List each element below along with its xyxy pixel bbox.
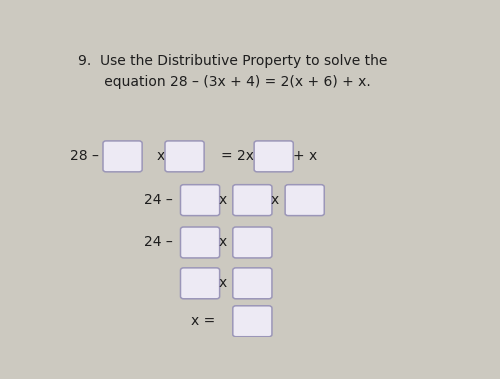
Text: x =: x = bbox=[192, 314, 216, 328]
Text: + x: + x bbox=[292, 149, 317, 163]
FancyBboxPatch shape bbox=[180, 185, 220, 216]
FancyBboxPatch shape bbox=[233, 268, 272, 299]
Text: x =: x = bbox=[218, 276, 243, 290]
FancyBboxPatch shape bbox=[233, 306, 272, 337]
FancyBboxPatch shape bbox=[180, 268, 220, 299]
Text: 24 –: 24 – bbox=[144, 235, 173, 249]
Text: = 2x +: = 2x + bbox=[220, 149, 270, 163]
FancyBboxPatch shape bbox=[233, 227, 272, 258]
Text: equation 28 – (3x + 4) = 2(x + 6) + x.: equation 28 – (3x + 4) = 2(x + 6) + x. bbox=[78, 75, 371, 89]
FancyBboxPatch shape bbox=[285, 185, 325, 216]
FancyBboxPatch shape bbox=[254, 141, 294, 172]
Text: x =: x = bbox=[218, 235, 243, 249]
FancyBboxPatch shape bbox=[165, 141, 204, 172]
Text: x =: x = bbox=[218, 193, 243, 207]
Text: x –: x – bbox=[158, 149, 177, 163]
Text: 24 –: 24 – bbox=[144, 193, 173, 207]
Text: 28 –: 28 – bbox=[70, 149, 100, 163]
FancyBboxPatch shape bbox=[180, 227, 220, 258]
Text: 9.  Use the Distributive Property to solve the: 9. Use the Distributive Property to solv… bbox=[78, 54, 388, 68]
Text: x +: x + bbox=[271, 193, 295, 207]
FancyBboxPatch shape bbox=[103, 141, 142, 172]
FancyBboxPatch shape bbox=[233, 185, 272, 216]
